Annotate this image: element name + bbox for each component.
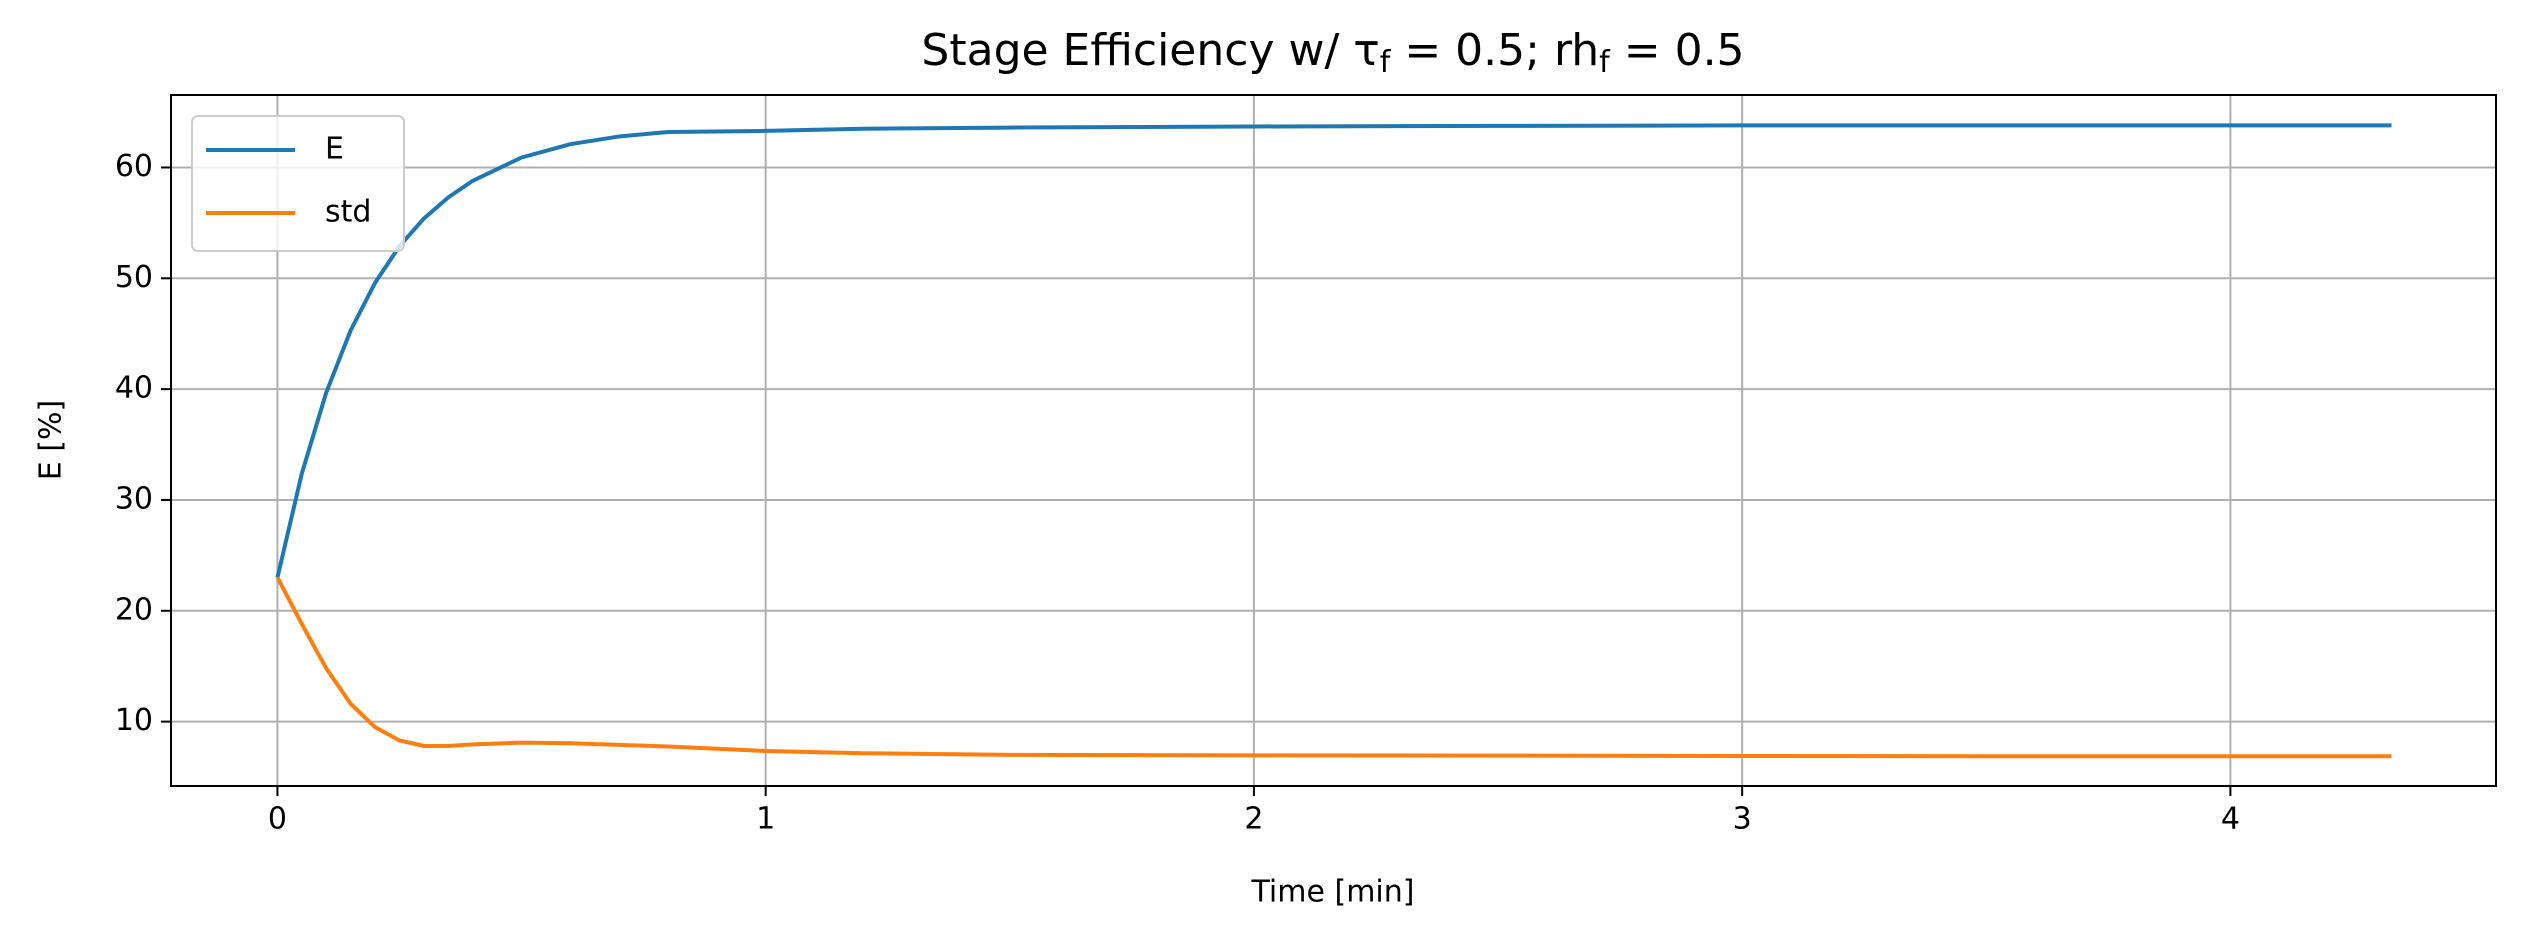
x-tick-label: 0 xyxy=(268,802,287,837)
y-tick-label: 50 xyxy=(115,260,153,295)
title-subscript: f xyxy=(1599,45,1611,80)
title-part: Stage Efficiency w/ τ xyxy=(921,25,1379,76)
title-part: = 0.5; rh xyxy=(1390,25,1599,76)
x-tick-label: 3 xyxy=(1733,802,1752,837)
series-line xyxy=(275,123,2392,578)
x-tick-label: 2 xyxy=(1244,802,1263,837)
y-tick-label: 60 xyxy=(115,149,153,184)
legend-label: E xyxy=(325,132,344,167)
chart-title: Stage Efficiency w/ τf = 0.5; rhf = 0.5 xyxy=(921,25,1744,80)
series-line xyxy=(275,576,2392,759)
y-tick-label: 10 xyxy=(115,703,153,738)
plot-frame xyxy=(170,94,2497,787)
x-tick-label: 1 xyxy=(756,802,775,837)
x-tick-label: 4 xyxy=(2221,802,2240,837)
y-axis-label: E [%] xyxy=(34,400,69,480)
legend-box xyxy=(191,115,405,252)
y-tick-label: 40 xyxy=(115,371,153,406)
y-tick-label: 30 xyxy=(115,481,153,516)
x-axis-label: Time [min] xyxy=(1251,875,1415,910)
title-part: = 0.5 xyxy=(1610,25,1745,76)
y-tick-label: 20 xyxy=(115,592,153,627)
title-subscript: f xyxy=(1380,45,1392,80)
legend-label: std xyxy=(325,195,371,230)
